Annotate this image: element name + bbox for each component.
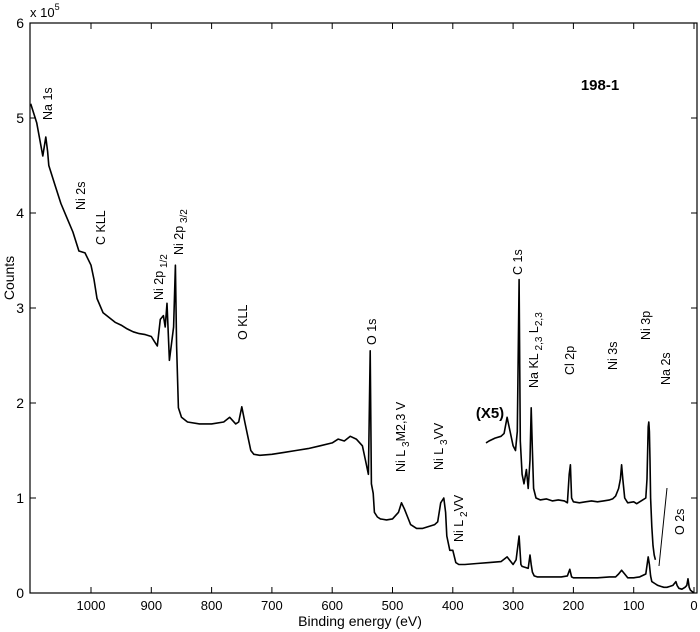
peak-label: Na 2s	[659, 352, 673, 385]
peak-label: Ni L 2VV	[452, 494, 470, 542]
spectrum-lines	[29, 103, 695, 594]
x-tick-label: 900	[140, 598, 162, 613]
peak-annotations: Na 1s Ni 2s C KLL Ni 2p 1/2Ni 2p 3/2 O KLL O …	[41, 87, 687, 567]
peak-label: Cl 2p	[563, 346, 577, 375]
peak-label: Na KL 2,3 L2,3	[527, 312, 545, 388]
x-tick-label: 200	[563, 598, 585, 613]
x-axis-label: Binding energy (eV)	[298, 613, 422, 629]
y-tick-label: 0	[16, 585, 24, 601]
peak-label: Ni L 3VV	[432, 422, 450, 470]
survey-line	[29, 103, 695, 594]
peak-label: Ni 2p 1/2	[152, 254, 170, 300]
peak-label: O 2s	[673, 509, 687, 535]
y-multiplier: x 105	[30, 2, 60, 20]
peak-label: Na 1s	[41, 87, 55, 120]
y-tick-label: 3	[16, 300, 24, 316]
peak-label: O KLL	[236, 305, 250, 340]
x5-line	[485, 278, 657, 560]
x-tick-label: 0	[690, 598, 697, 613]
peak-label: Ni 3s	[606, 342, 620, 370]
peak-label: Ni L 3M2,3 V	[394, 401, 412, 472]
y-tick-label: 4	[16, 205, 24, 221]
y-tick-label: 5	[16, 110, 24, 126]
peak-label: Ni 3p	[639, 311, 653, 340]
peak-label: C 1s	[511, 249, 525, 275]
x-tick-label: 400	[442, 598, 464, 613]
na2s-leader-line	[658, 487, 668, 567]
peak-label: Ni 2p 3/2	[172, 209, 190, 255]
y-axis-label: Counts	[1, 256, 17, 300]
peak-label: O 1s	[365, 319, 379, 345]
x5-annotation: (X5)	[476, 405, 504, 422]
chart-title: 198-1	[581, 77, 619, 94]
x-tick-label: 1000	[77, 598, 106, 613]
peak-label: C KLL	[94, 210, 108, 245]
x-tick-label: 700	[261, 598, 283, 613]
x-tick-label: 500	[382, 598, 404, 613]
x-tick-label: 100	[623, 598, 645, 613]
y-tick-label: 2	[16, 395, 24, 411]
peak-label: Ni 2s	[74, 182, 88, 210]
x-tick-label: 300	[502, 598, 524, 613]
x-tick-label: 800	[201, 598, 223, 613]
plot-frame	[29, 22, 698, 594]
y-tick-label: 6	[16, 15, 24, 31]
x-tick-label: 600	[321, 598, 343, 613]
y-tick-label: 1	[16, 490, 24, 506]
